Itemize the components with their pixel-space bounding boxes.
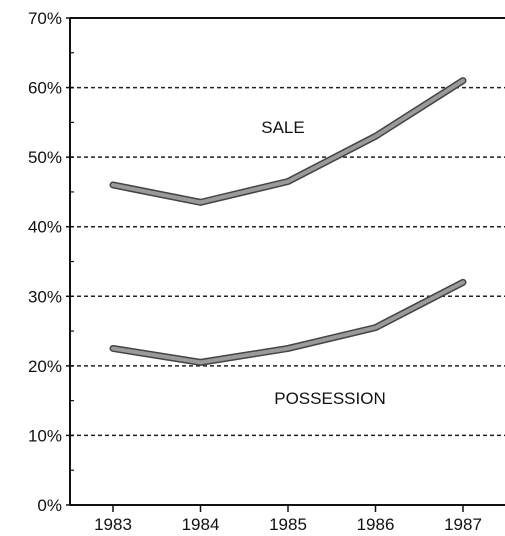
y-tick-label: 20% <box>28 357 62 376</box>
x-tick-label: 1984 <box>182 515 220 534</box>
axes <box>69 17 505 506</box>
x-tick-label: 1985 <box>269 515 307 534</box>
x-tick-label: 1983 <box>94 515 132 534</box>
series-label-possession: POSSESSION <box>274 389 385 408</box>
y-tick-label: 30% <box>28 287 62 306</box>
series-line-outline-0 <box>109 77 467 206</box>
series-lines <box>109 77 467 366</box>
y-tick-label: 50% <box>28 148 62 167</box>
series-line-1 <box>111 280 465 365</box>
series-label-sale: SALE <box>261 118 304 137</box>
y-tick-label: 0% <box>37 496 62 515</box>
y-ticks: 0% 10% 20% 30% 40% 50% 60% 70% <box>28 9 74 515</box>
x-tick-label: 1987 <box>444 515 482 534</box>
y-tick-label: 40% <box>28 218 62 237</box>
y-tick-label: 10% <box>28 426 62 445</box>
gridlines <box>70 86 505 437</box>
y-tick-label: 70% <box>28 9 62 28</box>
x-tick-label: 1986 <box>357 515 395 534</box>
y-tick-label: 60% <box>28 79 62 98</box>
x-ticks: 1983 1984 1985 1986 1987 <box>94 505 482 534</box>
